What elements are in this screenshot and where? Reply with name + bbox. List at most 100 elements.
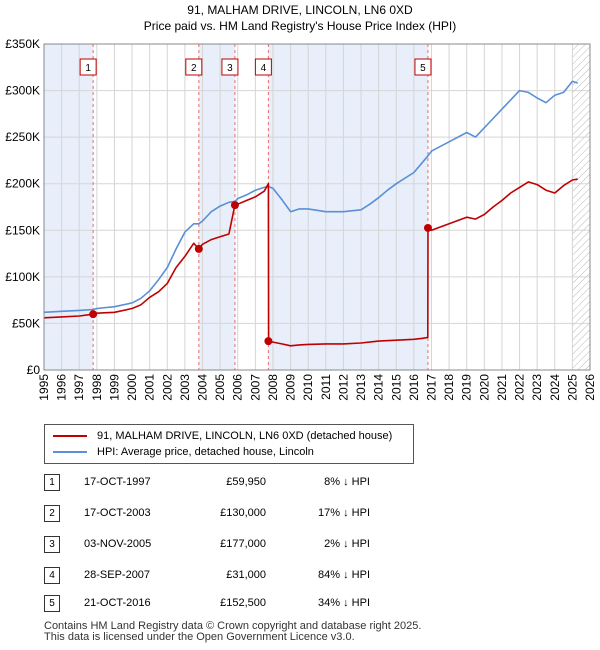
x-tick-label: 2025 — [565, 374, 579, 401]
marker-label: 1 — [85, 63, 91, 74]
y-tick-label: £0 — [27, 363, 41, 377]
legend-item-property: 91, MALHAM DRIVE, LINCOLN, LN6 0XD (deta… — [53, 428, 392, 444]
x-tick-label: 2024 — [548, 374, 562, 401]
transaction-hpi-diff: 84% ↓ HPI — [318, 569, 370, 581]
y-tick-label: £300K — [5, 84, 40, 98]
x-tick-label: 2013 — [354, 374, 368, 401]
marker-label-box — [254, 58, 272, 76]
transaction-date: 28-SEP-2007 — [84, 569, 151, 581]
shaded-period — [198, 44, 235, 370]
shaded-period — [44, 44, 94, 370]
x-tick-label: 2005 — [213, 374, 227, 401]
transaction-price: £31,000 — [226, 569, 266, 581]
marker-label: 4 — [261, 63, 267, 74]
x-tick-label: 2019 — [460, 374, 474, 401]
legend-label-property: 91, MALHAM DRIVE, LINCOLN, LN6 0XD (deta… — [97, 430, 393, 443]
marker-label: 5 — [420, 63, 426, 74]
x-tick-label: 2010 — [301, 374, 315, 401]
transaction-date: 17-OCT-2003 — [84, 507, 151, 519]
x-tick-label: 2021 — [495, 374, 509, 401]
transaction-price: £177,000 — [220, 538, 266, 550]
shaded-period — [268, 44, 428, 370]
x-tick-label: 2007 — [248, 374, 262, 401]
chart-title: 91, MALHAM DRIVE, LINCOLN, LN6 0XD — [187, 3, 413, 17]
footer: Contains HM Land Registry data © Crown c… — [44, 621, 421, 643]
table-row: 3 03-NOV-2005 £177,000 2% ↓ HPI — [0, 534, 600, 554]
legend-item-hpi: HPI: Average price, detached house, Linc… — [53, 444, 314, 460]
property-price-line — [43, 178, 578, 347]
x-tick-label: 2020 — [477, 374, 491, 401]
transaction-price: £59,950 — [226, 476, 266, 488]
x-tick-label: 2012 — [336, 374, 350, 401]
x-tick-label: 2015 — [389, 374, 403, 401]
x-tick-label: 2011 — [319, 374, 333, 400]
footer-licence: This data is licensed under the Open Gov… — [44, 631, 355, 643]
x-tick-label: 2003 — [178, 374, 192, 401]
x-tick-label: 1996 — [55, 374, 69, 401]
y-tick-label: £350K — [5, 37, 40, 51]
transaction-number: 3 — [44, 536, 60, 553]
hpi-line — [43, 80, 578, 314]
x-tick-label: 2001 — [143, 374, 157, 401]
transaction-hpi-diff: 2% ↓ HPI — [324, 538, 370, 550]
transaction-hpi-diff: 17% ↓ HPI — [318, 507, 370, 519]
x-tick-label: 2014 — [372, 374, 386, 401]
footer-copyright: Contains HM Land Registry data © Crown c… — [44, 620, 422, 632]
plot-frame — [43, 43, 591, 371]
x-tick-label: 2026 — [583, 374, 597, 401]
transaction-price: £130,000 — [220, 507, 266, 519]
x-tick-label: 2018 — [442, 374, 456, 401]
marker-label-box — [185, 58, 203, 76]
y-tick-label: £100K — [5, 270, 40, 284]
transaction-hpi-diff: 8% ↓ HPI — [324, 476, 370, 488]
marker-label-box — [414, 58, 432, 76]
transaction-number: 1 — [44, 474, 60, 491]
sale-point — [194, 244, 203, 253]
y-tick-label: £250K — [5, 130, 40, 144]
sale-point — [230, 201, 239, 210]
transaction-number: 2 — [44, 505, 60, 522]
marker-label: 3 — [227, 63, 233, 74]
y-tick-label: £200K — [5, 177, 40, 191]
y-tick-label: £50K — [12, 316, 40, 330]
forecast-hatch — [572, 44, 590, 370]
x-tick-label: 1997 — [72, 374, 86, 401]
x-tick-label: 2000 — [125, 374, 139, 401]
table-row: 5 21-OCT-2016 £152,500 34% ↓ HPI — [0, 593, 600, 613]
marker-label-box — [221, 58, 239, 76]
legend-swatch-hpi — [53, 451, 87, 454]
table-row: 2 17-OCT-2003 £130,000 17% ↓ HPI — [0, 503, 600, 523]
y-tick-label: £150K — [5, 223, 40, 237]
x-tick-label: 2017 — [424, 374, 438, 401]
transaction-price: £152,500 — [220, 597, 266, 609]
x-tick-label: 1999 — [107, 374, 121, 401]
legend-swatch-property — [53, 435, 87, 438]
transaction-number: 4 — [44, 567, 60, 584]
chart: 91, MALHAM DRIVE, LINCOLN, LN6 0XD Price… — [5, 3, 597, 401]
sale-point — [264, 337, 273, 346]
legend: 91, MALHAM DRIVE, LINCOLN, LN6 0XD (deta… — [44, 424, 414, 464]
transaction-number: 5 — [44, 595, 60, 612]
x-tick-label: 1998 — [90, 374, 104, 401]
x-tick-label: 2008 — [266, 374, 280, 401]
chart-subtitle: Price paid vs. HM Land Registry's House … — [144, 19, 456, 33]
x-tick-label: 2004 — [196, 374, 210, 401]
x-tick-label: 2009 — [284, 374, 298, 401]
transaction-hpi-diff: 34% ↓ HPI — [318, 597, 370, 609]
sale-point — [423, 223, 432, 232]
x-tick-label: 2016 — [407, 374, 421, 401]
marker-label: 2 — [191, 63, 197, 74]
transaction-date: 21-OCT-2016 — [84, 597, 151, 609]
sale-point — [89, 310, 98, 319]
x-tick-label: 2002 — [160, 374, 174, 401]
transaction-date: 17-OCT-1997 — [84, 476, 151, 488]
table-row: 4 28-SEP-2007 £31,000 84% ↓ HPI — [0, 565, 600, 585]
x-tick-label: 2006 — [231, 374, 245, 401]
x-tick-label: 2022 — [513, 374, 527, 401]
x-tick-label: 2023 — [530, 374, 544, 401]
x-tick-label: 1995 — [37, 374, 51, 401]
legend-label-hpi: HPI: Average price, detached house, Linc… — [97, 446, 314, 459]
marker-label-box — [79, 58, 97, 76]
transaction-date: 03-NOV-2005 — [84, 538, 152, 550]
table-row: 1 17-OCT-1997 £59,950 8% ↓ HPI — [0, 472, 600, 492]
